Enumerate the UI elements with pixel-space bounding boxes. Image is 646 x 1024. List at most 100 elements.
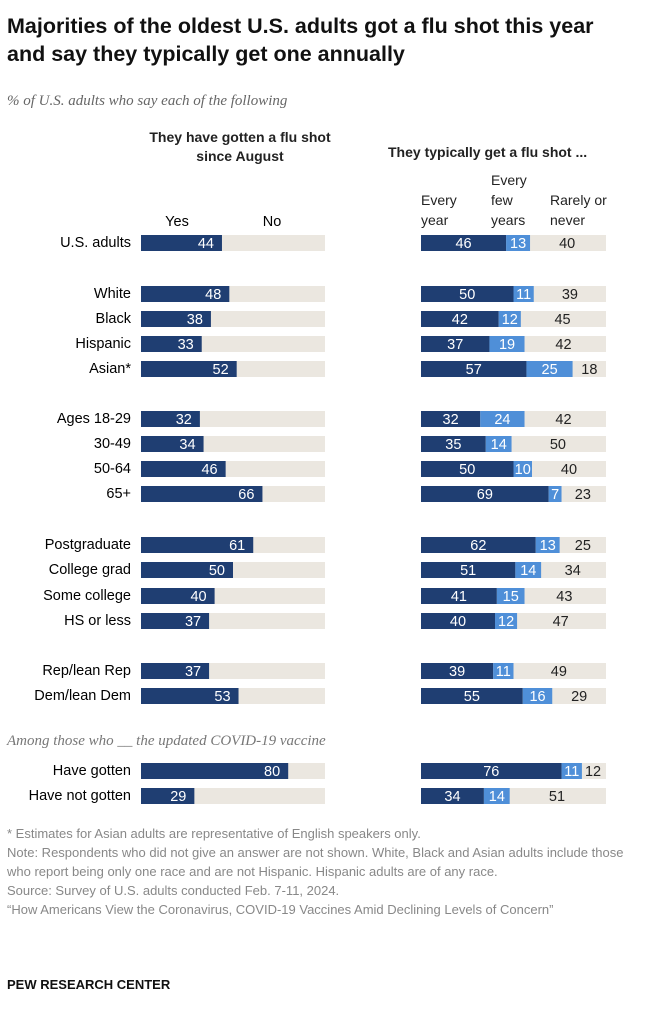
value-label: 32 [176,412,192,428]
bar-segment [493,663,514,679]
value-label: 61 [229,538,245,554]
bar-segment [496,588,525,604]
legend-label: Every few years [491,172,527,228]
bar-segment [559,537,606,553]
chart-title: They typically get a flu shot ... [388,144,588,160]
bar-segment [498,311,521,327]
bar-segment [513,663,605,679]
bar [141,613,210,629]
bar [141,336,202,352]
value-label: 48 [205,287,221,303]
bar [141,411,200,427]
value-label: 16 [529,689,545,705]
bar-segment [421,411,481,427]
value-label: 34 [565,563,581,579]
bar-segment [421,688,523,704]
bar-segment [421,235,507,251]
value-label: 69 [477,487,493,503]
category-label: College grad [49,562,131,578]
value-label: 11 [516,287,531,303]
value-label: 42 [555,337,571,353]
value-label: 24 [494,412,510,428]
bar-segment [548,486,562,502]
value-label: 51 [460,563,476,579]
bar [141,537,254,553]
value-label: 66 [238,487,254,503]
value-label: 51 [549,789,565,805]
value-label: 11 [496,664,511,680]
bar-segment [552,688,606,704]
value-label: 14 [520,563,536,579]
category-label: White [94,286,131,302]
bar [141,286,230,302]
value-label: 40 [559,236,575,252]
bar-segment [517,613,605,629]
bar-segment [511,436,605,452]
bar-segment [522,688,553,704]
value-label: 37 [185,614,201,630]
value-label: 37 [447,337,463,353]
bar-segment [513,286,534,302]
bar-segment [495,613,518,629]
category-label: Have gotten [53,763,131,779]
bar-segment [421,788,484,804]
value-label: 33 [178,337,194,353]
category-label: Some college [43,588,131,604]
category-label: Black [96,311,132,327]
bar-segment [421,436,486,452]
bar [141,663,210,679]
value-label: 14 [491,437,507,453]
value-label: 37 [185,664,201,680]
bar [141,688,239,704]
value-label: 50 [209,563,225,579]
bar-segment [526,361,573,377]
value-label: 15 [503,589,519,605]
value-label: 18 [581,362,597,378]
bar-segment [506,235,531,251]
value-label: 34 [179,437,195,453]
value-label: 53 [214,689,230,705]
value-label: 25 [575,538,591,554]
bar [141,361,237,377]
bar-segment [421,286,514,302]
bar [141,562,233,578]
value-label: 12 [502,312,518,328]
bar-segment [489,336,525,352]
value-label: 52 [213,362,229,378]
category-label: 50-64 [94,461,131,477]
bar [141,788,195,804]
value-label: 57 [466,362,482,378]
value-label: 47 [553,614,569,630]
note: “How Americans View the Coronavirus, COV… [7,902,554,917]
category-label: 65+ [106,486,131,502]
bar-segment [421,588,497,604]
subtitle: % of U.S. adults who say each of the fol… [7,93,288,109]
bar-segment [421,361,527,377]
bar-segment [421,663,494,679]
bar-segment [421,486,549,502]
value-label: 34 [444,789,460,805]
note: Note: Respondents who did not give an an… [7,845,624,879]
value-label: 39 [562,287,578,303]
bar [141,311,211,327]
legend-label: No [263,214,282,230]
bar-segment [572,361,606,377]
category-label: 30-49 [94,436,131,452]
bar [141,461,226,477]
bar-segment [513,461,532,477]
value-label: 44 [198,236,214,252]
category-label: HS or less [64,613,131,629]
value-label: 43 [556,589,572,605]
legend-label: Every year [421,192,457,228]
bar-segment [535,537,560,553]
bar [141,235,222,251]
title: Majorities of the oldest U.S. adults got… [7,14,594,66]
annotation: Among those who __ the updated COVID-19 … [7,733,326,749]
category-label: Rep/lean Rep [42,663,131,679]
bar-segment [515,562,542,578]
bar-segment [485,436,512,452]
value-label: 46 [455,236,471,252]
value-label: 10 [515,462,531,478]
bar [141,763,289,779]
